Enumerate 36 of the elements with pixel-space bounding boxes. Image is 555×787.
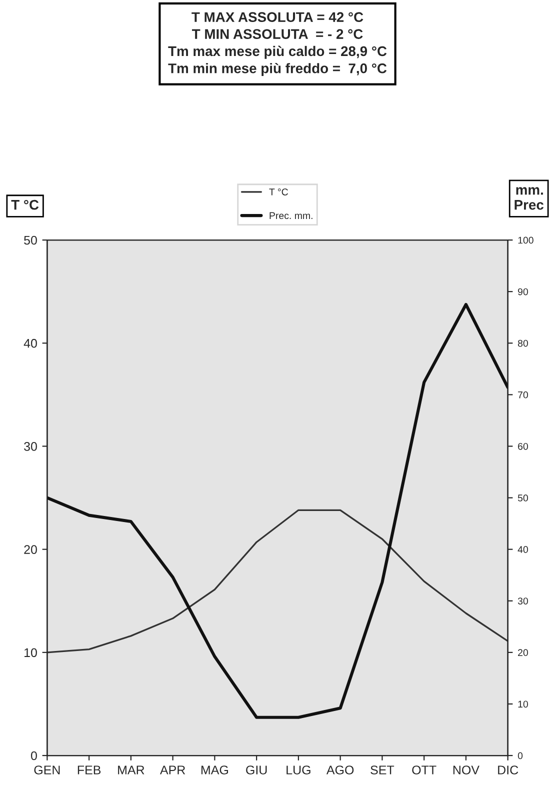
x-tick-label: SET [370,766,394,774]
y-tick-label: 30 [24,442,37,451]
y2-tick-label: 70 [518,391,528,398]
y2-tick-label: 80 [518,340,528,347]
x-tick-label: GEN [34,766,60,774]
x-tick-label: DIC [498,766,518,774]
x-tick-label: GIU [246,766,267,774]
x-tick-label: AGO [326,766,354,774]
x-tick-label: MAG [201,766,228,774]
x-tick-label: LUG [286,766,310,774]
y-axis-title: T °C [11,200,39,210]
line-series [47,302,508,719]
y-tick-label: 50 [24,236,37,245]
y2-tick-label: 30 [518,598,528,604]
x-tick-label: APR [160,766,186,774]
x-tick-label: OTT [412,766,436,774]
y-tick-label: 10 [24,648,37,658]
x-tick-label: FEB [78,766,101,774]
y2-axis-title: mm. Prec [514,187,544,210]
legend-label: Prec. mm. [270,212,312,220]
y2-tick-label: 100 [518,236,534,244]
chart-title: T MAX ASSOLUTA = 42 °C T MIN ASSOLUTA = - 2 °C Tm max mese più caldo = 28,9 °C Tm min mese più freddo = 7,0 °C [168,12,387,76]
y-tick-label: 40 [24,338,37,348]
y2-tick-label: 10 [518,700,528,708]
y-tick-label: 20 [24,545,37,554]
legend-label: T °C [269,188,288,196]
y2-tick-label: 60 [518,442,528,450]
y-tick-label: 0 [30,751,37,760]
y2-tick-label: 20 [518,649,528,656]
y2-tick-label: 40 [518,546,528,553]
line-series [47,509,508,654]
y2-tick-label: 50 [518,494,528,502]
y2-tick-label: 0 [518,752,523,760]
x-tick-label: MAR [118,766,144,774]
y2-tick-label: 90 [518,288,528,296]
x-tick-label: NOV [453,766,480,774]
